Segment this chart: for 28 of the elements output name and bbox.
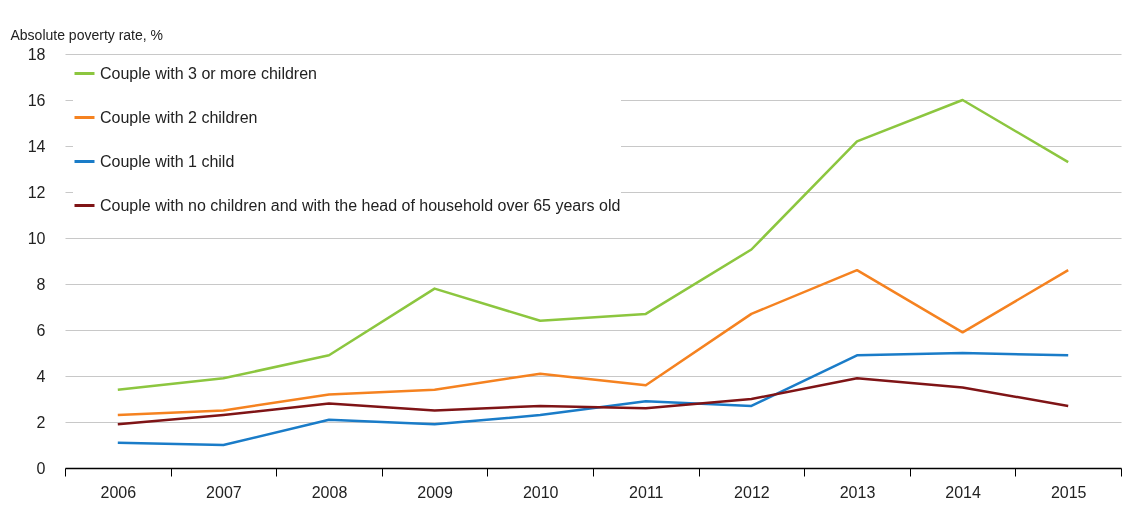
line-series bbox=[116, 268, 1070, 417]
x-tick-label: 2013 bbox=[839, 483, 876, 501]
y-tick-label: 8 bbox=[36, 275, 46, 293]
x-tick-label: 2010 bbox=[522, 483, 559, 501]
y-tick-label: 16 bbox=[27, 91, 46, 109]
y-tick-label: 14 bbox=[27, 137, 46, 155]
x-tick-label: 2014 bbox=[945, 483, 981, 501]
x-tick-label: 2012 bbox=[734, 483, 770, 501]
x-tick-label: 2015 bbox=[1050, 483, 1087, 501]
legend-label: Couple with 1 child bbox=[100, 152, 235, 170]
line-series bbox=[116, 377, 1070, 426]
y-tick-label: 2 bbox=[36, 413, 46, 431]
y-tick-label: 18 bbox=[27, 45, 46, 63]
x-tick-label: 2008 bbox=[311, 483, 348, 501]
x-tick-label: 2009 bbox=[417, 483, 453, 501]
y-tick-label: 6 bbox=[36, 321, 46, 339]
legend-label: Couple with no children and with the head of household over 65 years old bbox=[100, 196, 621, 214]
y-tick-label: 10 bbox=[27, 229, 46, 247]
y-tick-label: 4 bbox=[36, 367, 46, 385]
line-series bbox=[116, 351, 1070, 447]
y-tick-label: 0 bbox=[36, 459, 46, 477]
x-tick-label: 2006 bbox=[100, 483, 137, 501]
legend-label: Couple with 2 children bbox=[100, 108, 258, 126]
legend-label: Couple with 3 or more children bbox=[100, 64, 317, 82]
x-tick-label: 2007 bbox=[206, 483, 242, 501]
x-tick-label: 2011 bbox=[629, 483, 664, 501]
y-axis-title: Absolute poverty rate, % bbox=[10, 26, 164, 43]
y-tick-label: 12 bbox=[27, 183, 46, 201]
